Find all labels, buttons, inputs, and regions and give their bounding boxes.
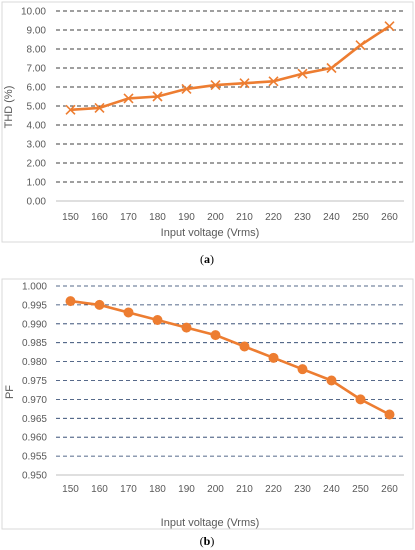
chart-b-x-tick-label: 150	[62, 484, 79, 495]
chart-b-data-point	[123, 307, 134, 318]
chart-a-x-tick-label: 220	[265, 212, 282, 223]
chart-b-x-tick-label: 230	[294, 484, 311, 495]
chart-a-x-tick-label: 180	[149, 212, 166, 223]
chart-b-y-tick-labels: 0.950 0.955 0.960 0.965 0.970 0.975 0.980 0.985…	[22, 282, 47, 482]
chart-b-data-point	[384, 409, 395, 420]
chart-a-x-tick-label: 250	[352, 212, 369, 223]
caption-a: (a)	[200, 252, 214, 266]
chart-b-x-tick-label: 260	[381, 484, 398, 495]
chart-a-x-tick-label: 170	[120, 212, 137, 223]
chart-b-data-point	[297, 364, 308, 375]
chart-a-y-tick-label: 6.00	[27, 83, 47, 94]
chart-b-data-point	[268, 352, 279, 363]
chart-a-y-tick-label: 2.00	[27, 159, 47, 170]
chart-b-x-tick-label: 170	[120, 484, 137, 495]
chart-a-x-axis-title: Input voltage (Vrms)	[161, 227, 260, 239]
chart-b: 0.950 0.955 0.960 0.965 0.970 0.975 0.980 0.985…	[1, 278, 414, 530]
chart-b-y-tick-label: 0.980	[22, 357, 47, 368]
chart-b-data-point	[94, 299, 105, 310]
chart-a-series	[65, 21, 395, 115]
chart-b-y-tick-label: 0.965	[22, 414, 47, 425]
chart-a-x-tick-label: 150	[62, 212, 79, 223]
chart-a-x-tick-label: 230	[294, 212, 311, 223]
chart-a-y-tick-label: 3.00	[27, 140, 47, 151]
chart-b-x-tick-label: 210	[236, 484, 253, 495]
chart-a-data-point	[123, 93, 134, 104]
chart-b-x-tick-label: 240	[323, 484, 340, 495]
chart-b-x-tick-label: 250	[352, 484, 369, 495]
chart-a-x-tick-label: 200	[207, 212, 224, 223]
chart-a-data-point	[181, 83, 192, 94]
chart-b-x-tick-label: 190	[178, 484, 195, 495]
chart-a-y-tick-label: 9.00	[27, 26, 47, 37]
chart-a-data-point	[326, 62, 337, 74]
chart-a-data-point	[94, 102, 105, 113]
chart-a-y-tick-label: 0.00	[27, 197, 47, 208]
chart-a-y-tick-label: 8.00	[27, 45, 47, 56]
chart-a-data-point	[210, 80, 221, 91]
chart-a-frame	[1, 1, 414, 243]
chart-a-y-axis-title: THD (%)	[3, 86, 15, 129]
chart-a-x-tick-label: 240	[323, 212, 340, 223]
chart-a-data-point	[355, 40, 366, 51]
chart-b-y-tick-label: 0.985	[22, 338, 47, 349]
chart-b-data-point	[355, 394, 366, 405]
chart-b-y-tick-label: 0.990	[22, 319, 47, 330]
caption-a-letter: a	[204, 252, 210, 266]
chart-a-y-tick-label: 1.00	[27, 178, 47, 189]
chart-a-x-tick-label: 260	[381, 212, 398, 223]
chart-b-data-point	[152, 315, 163, 326]
chart-b-y-tick-label: 0.960	[22, 433, 47, 444]
chart-b-data-point	[210, 330, 221, 341]
chart-a-y-tick-labels: 0.00 1.00 2.00 3.00 4.00 5.00 6.00 7.00 8.00 9.00…	[21, 7, 46, 208]
chart-a-y-tick-label: 5.00	[27, 102, 47, 113]
chart-b-y-tick-label: 1.000	[22, 282, 47, 293]
chart-b-y-tick-label: 0.950	[22, 471, 47, 482]
chart-b-series	[65, 296, 395, 420]
chart-b-x-tick-label: 160	[91, 484, 108, 495]
chart-b-data-point	[239, 341, 250, 352]
chart-b-data-point	[181, 322, 192, 333]
chart-b-x-tick-label: 200	[207, 484, 224, 495]
chart-a-data-point	[152, 91, 163, 102]
chart-a-x-tick-label: 190	[178, 212, 195, 223]
chart-b-x-tick-labels: 150 160 170 180 190 200 210 220 230 240 250 260	[62, 484, 398, 495]
caption-b: (b)	[200, 534, 215, 548]
chart-a-y-tick-label: 4.00	[27, 121, 47, 132]
chart-b-y-tick-label: 0.995	[22, 300, 47, 311]
chart-a-data-point	[297, 68, 308, 79]
chart-a-x-tick-labels: 150 160 170 180 190 200 210 220 230 240 250 260	[62, 212, 398, 223]
chart-a-x-tick-label: 210	[236, 212, 253, 223]
chart-b-x-tick-label: 180	[149, 484, 166, 495]
chart-a-y-tick-label: 7.00	[27, 64, 47, 75]
chart-a-x-tick-label: 160	[91, 212, 108, 223]
chart-b-data-point	[65, 296, 76, 307]
chart-a-y-tick-label: 10.00	[21, 7, 46, 18]
chart-b-frame	[1, 278, 414, 530]
chart-b-gridlines	[56, 285, 404, 476]
chart-b-data-point	[326, 375, 337, 386]
chart-b-y-tick-label: 0.955	[22, 452, 47, 463]
chart-a-data-point	[268, 76, 279, 87]
chart-b-y-axis-title: PF	[4, 385, 16, 399]
caption-b-letter: b	[204, 534, 211, 548]
chart-b-x-tick-label: 220	[265, 484, 282, 495]
chart-a-data-point	[384, 21, 395, 32]
chart-b-x-axis-title: Input voltage (Vrms)	[161, 517, 260, 529]
chart-b-y-tick-label: 0.975	[22, 376, 47, 387]
chart-a-gridlines	[56, 10, 404, 202]
chart-a-data-point	[239, 78, 250, 89]
chart-a-data-point	[65, 104, 76, 115]
chart-a: 0.00 1.00 2.00 3.00 4.00 5.00 6.00 7.00 8.00 9.00…	[1, 1, 414, 243]
chart-b-y-tick-label: 0.970	[22, 395, 47, 406]
